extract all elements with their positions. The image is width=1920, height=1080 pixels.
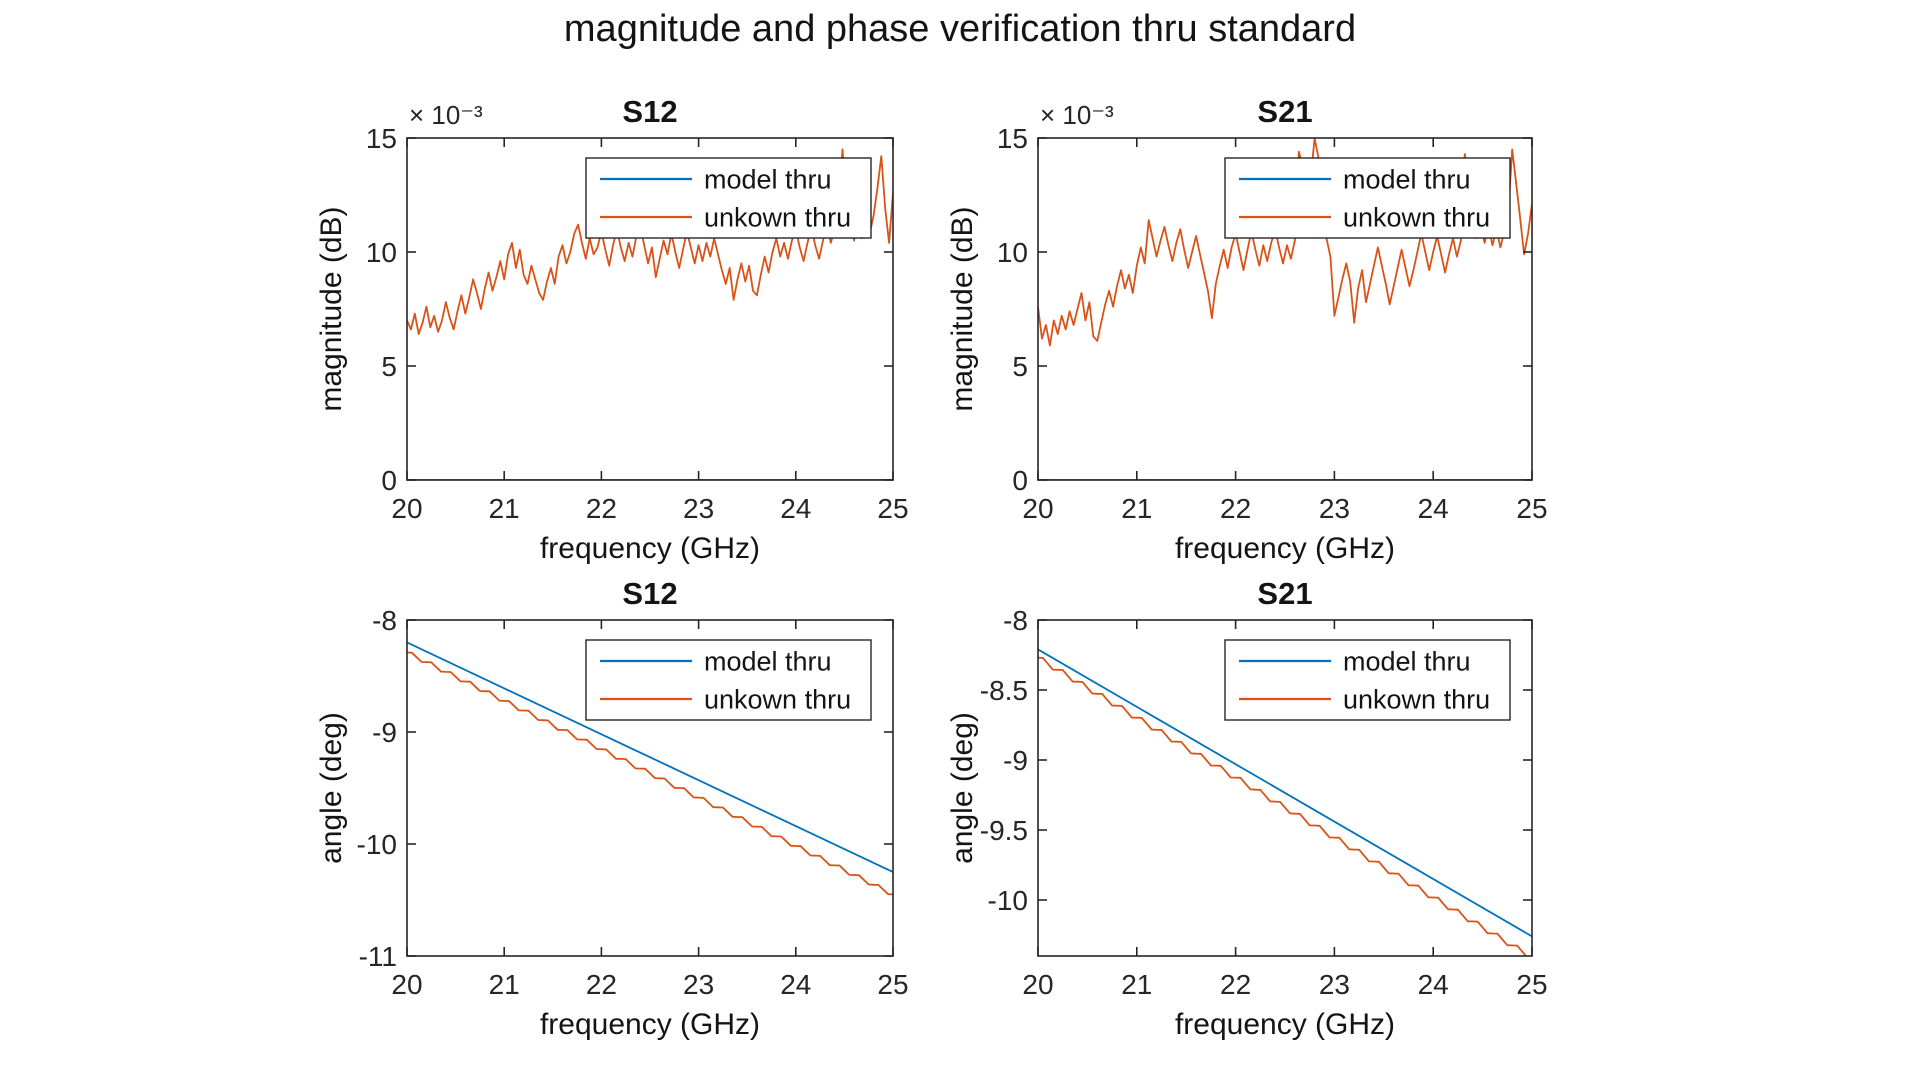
x-tick-label: 24 bbox=[780, 969, 811, 1000]
x-tick-label: 21 bbox=[1121, 969, 1152, 1000]
y-tick-label: 15 bbox=[366, 123, 397, 154]
legend-box bbox=[585, 639, 872, 721]
subplot-title: S12 bbox=[622, 576, 677, 611]
y-axis-label: magnitude (dB) bbox=[946, 206, 979, 411]
x-axis-label: frequency (GHz) bbox=[1175, 532, 1395, 565]
y-tick-label: 10 bbox=[997, 237, 1028, 268]
y-axis-exponent-label: × 10⁻³ bbox=[1040, 100, 1114, 130]
chart-s21-magnitude: 20 21 22 23 24 25 0 5 10 15 S21 × 10⁻³ frequency (GH… bbox=[946, 94, 1548, 565]
x-axis-label: frequency (GHz) bbox=[1175, 1008, 1395, 1041]
x-tick-label: 22 bbox=[586, 493, 617, 524]
y-tick-label: 0 bbox=[1012, 465, 1028, 496]
legend-label: model thru bbox=[704, 646, 832, 676]
y-tick-label: -10 bbox=[357, 829, 397, 860]
legend-label: model thru bbox=[704, 164, 832, 194]
y-tick-label: 15 bbox=[997, 123, 1028, 154]
x-tick-label: 22 bbox=[586, 969, 617, 1000]
subplot-title: S21 bbox=[1257, 576, 1312, 611]
y-axis-exponent-label: × 10⁻³ bbox=[409, 100, 483, 130]
x-tick-label: 22 bbox=[1220, 969, 1251, 1000]
legend-box bbox=[585, 157, 872, 239]
chart-s12-angle: 20 21 22 23 24 25 -8 -9 -10 -11 S12 frequency (GHz)… bbox=[315, 576, 909, 1041]
y-tick-label: 0 bbox=[381, 465, 397, 496]
legend: model thru unkown thru bbox=[1224, 157, 1511, 239]
legend: model thru unkown thru bbox=[1224, 639, 1511, 721]
chart-s12-magnitude: 20 21 22 23 24 25 0 5 10 15 S12 × 10⁻³ frequency (GH… bbox=[315, 94, 909, 565]
x-tick-label: 21 bbox=[489, 969, 520, 1000]
legend-label: unkown thru bbox=[1343, 202, 1490, 232]
x-tick-label: 23 bbox=[1319, 493, 1350, 524]
x-tick-label: 23 bbox=[1319, 969, 1350, 1000]
legend: model thru unkown thru bbox=[585, 157, 872, 239]
x-tick-label: 23 bbox=[683, 969, 714, 1000]
x-tick-label: 25 bbox=[1516, 493, 1547, 524]
legend-box bbox=[1224, 639, 1511, 721]
legend-label: unkown thru bbox=[704, 202, 851, 232]
y-tick-label: -9.5 bbox=[980, 815, 1028, 846]
y-tick-label: -8 bbox=[1003, 605, 1028, 636]
y-tick-label: -8 bbox=[372, 605, 397, 636]
y-axis-label: angle (deg) bbox=[315, 712, 348, 864]
x-tick-label: 23 bbox=[683, 493, 714, 524]
subplot-title: S12 bbox=[622, 94, 677, 129]
y-tick-label: 10 bbox=[366, 237, 397, 268]
x-tick-label: 25 bbox=[877, 969, 908, 1000]
axes-box bbox=[1037, 619, 1533, 957]
series-unkown-thru bbox=[407, 651, 893, 896]
legend-label: model thru bbox=[1343, 646, 1471, 676]
y-axis-label: angle (deg) bbox=[946, 712, 979, 864]
series-unkown-thru bbox=[1038, 138, 1532, 347]
x-tick-label: 21 bbox=[489, 493, 520, 524]
x-tick-label: 20 bbox=[391, 493, 422, 524]
x-tick-label: 25 bbox=[1516, 969, 1547, 1000]
x-axis-label: frequency (GHz) bbox=[540, 532, 760, 565]
y-tick-label: -9 bbox=[372, 717, 397, 748]
x-tick-label: 20 bbox=[391, 969, 422, 1000]
x-axis-label: frequency (GHz) bbox=[540, 1008, 760, 1041]
legend-label: model thru bbox=[1343, 164, 1471, 194]
x-tick-label: 24 bbox=[1418, 969, 1449, 1000]
y-tick-label: -8.5 bbox=[980, 675, 1028, 706]
subplot-title: S21 bbox=[1257, 94, 1312, 129]
axes-box bbox=[406, 619, 894, 957]
y-tick-label: 5 bbox=[1012, 351, 1028, 382]
x-tick-label: 24 bbox=[1418, 493, 1449, 524]
x-tick-label: 25 bbox=[877, 493, 908, 524]
y-tick-label: -11 bbox=[359, 941, 397, 972]
axes-box bbox=[406, 137, 894, 481]
y-tick-label: -10 bbox=[988, 885, 1028, 916]
series-model-thru bbox=[407, 641, 893, 873]
legend: model thru unkown thru bbox=[585, 639, 872, 721]
x-tick-label: 20 bbox=[1022, 969, 1053, 1000]
legend-label: unkown thru bbox=[704, 684, 851, 714]
y-axis-label: magnitude (dB) bbox=[315, 206, 348, 411]
axes-box bbox=[1037, 137, 1533, 481]
x-tick-label: 22 bbox=[1220, 493, 1251, 524]
series-unkown-thru bbox=[1038, 656, 1528, 956]
x-tick-label: 24 bbox=[780, 493, 811, 524]
x-tick-label: 21 bbox=[1121, 493, 1152, 524]
legend-label: unkown thru bbox=[1343, 684, 1490, 714]
x-tick-label: 20 bbox=[1022, 493, 1053, 524]
series-model-thru bbox=[1038, 648, 1532, 938]
legend-box bbox=[1224, 157, 1511, 239]
figure-title: magnitude and phase verification thru st… bbox=[563, 8, 1357, 50]
chart-s21-angle: 20 21 22 23 24 25 -8 -8.5 -9 -9.5 -10 S21 frequency … bbox=[946, 576, 1548, 1041]
y-tick-label: -9 bbox=[1003, 745, 1028, 776]
y-tick-label: 5 bbox=[381, 351, 397, 382]
